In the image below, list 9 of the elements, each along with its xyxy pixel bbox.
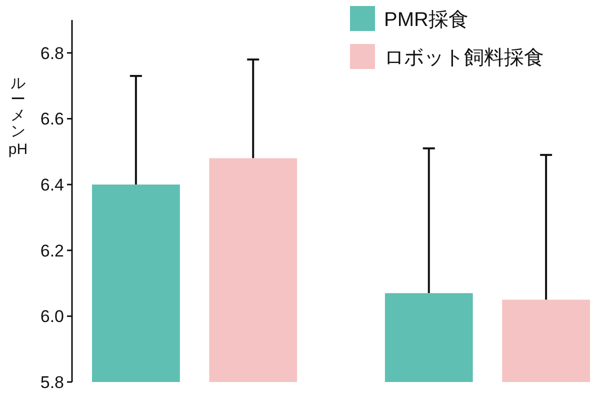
y-tick-label: 6.2 bbox=[40, 241, 64, 260]
legend-label: PMR採食 bbox=[384, 9, 468, 31]
y-axis-title: ルーメンpH bbox=[8, 75, 28, 158]
y-tick-label: 6.4 bbox=[40, 175, 64, 194]
y-tick-label: 6.8 bbox=[40, 44, 64, 63]
legend-label: ロボット飼料採食 bbox=[384, 47, 544, 69]
y-tick-label: 6.0 bbox=[40, 307, 64, 326]
y-tick-label: 5.8 bbox=[40, 372, 64, 392]
y-tick-label: 6.6 bbox=[40, 110, 64, 129]
